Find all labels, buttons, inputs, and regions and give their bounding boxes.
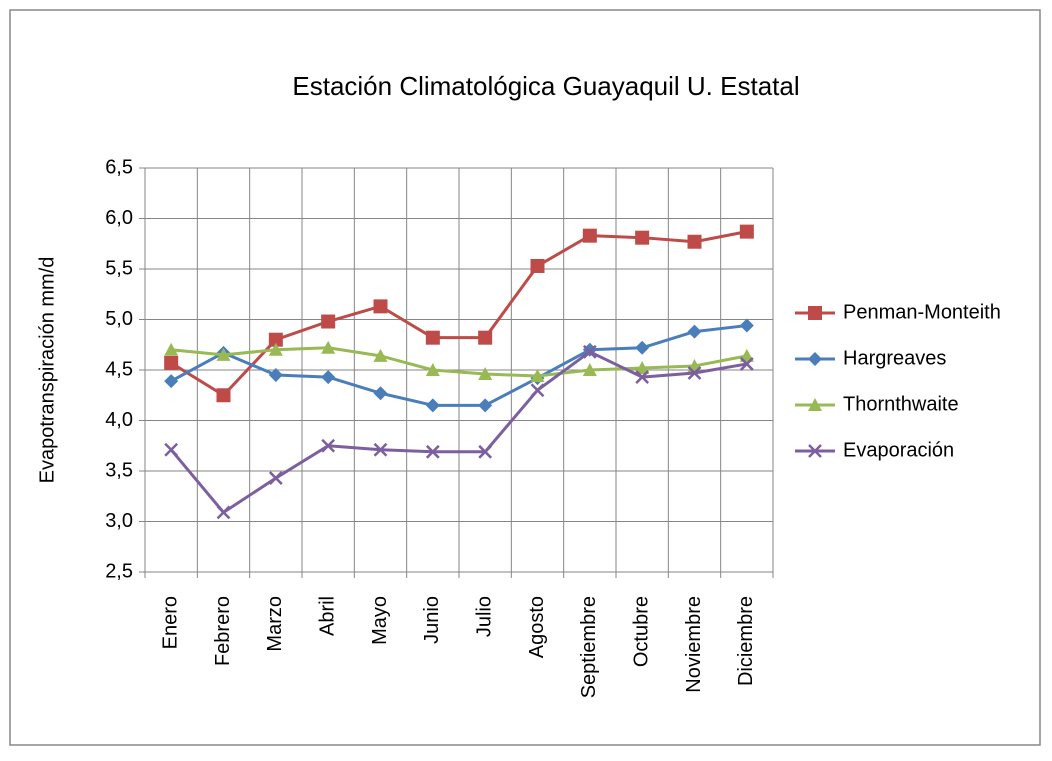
data-point (530, 258, 545, 273)
data-point (478, 367, 493, 381)
y-tick-label: 6,5 (105, 156, 133, 178)
legend-marker (808, 398, 822, 411)
series-line (170, 230, 748, 397)
data-point (216, 388, 231, 403)
y-tick-label: 3,5 (105, 459, 133, 481)
data-point (635, 340, 650, 355)
data-point (739, 357, 754, 371)
data-point (373, 299, 388, 314)
data-point (739, 224, 754, 239)
data-point (216, 347, 231, 361)
data-point (373, 442, 388, 457)
y-tick-label: 4,5 (105, 358, 133, 380)
data-point (164, 355, 179, 370)
chart-title: Estación Climatológica Guayaquil U. Esta… (292, 71, 799, 101)
legend-marker (808, 306, 822, 320)
x-tick-label: Diciembre (735, 596, 757, 686)
data-point (687, 366, 702, 380)
data-point (687, 234, 702, 249)
data-point (478, 398, 493, 413)
series-line (171, 346, 748, 378)
y-axis-label: Evapotranspiración mm/d (36, 257, 58, 484)
x-tick-label: Septiembre (578, 596, 600, 698)
y-tick-label: 3,0 (105, 510, 133, 532)
data-point (582, 228, 597, 243)
legend-label: Thornthwaite (843, 393, 959, 415)
legend-marker (808, 352, 822, 366)
x-tick-label: Agosto (526, 596, 548, 658)
data-point (268, 332, 283, 347)
x-tick-label: Enero (159, 596, 181, 649)
data-point (425, 330, 440, 345)
y-tick-label: 5,5 (105, 257, 133, 279)
data-point (268, 368, 283, 383)
legend-label: Hargreaves (843, 347, 946, 369)
data-point (321, 314, 336, 329)
data-point (268, 342, 283, 356)
legend-label: Evaporación (843, 439, 954, 461)
x-tick-label: Abril (316, 596, 338, 636)
data-point (478, 444, 493, 459)
data-point (739, 348, 754, 362)
y-tick-label: 5,0 (105, 308, 133, 330)
x-tick-label: Mayo (369, 596, 391, 645)
data-point (530, 369, 545, 383)
data-point (530, 383, 545, 398)
legend-marker (808, 444, 822, 458)
data-point (478, 330, 493, 345)
data-point (687, 324, 702, 339)
legend-label: Penman-Monteith (843, 301, 1001, 323)
series-line (170, 350, 748, 514)
data-point (425, 398, 440, 413)
data-point (321, 370, 336, 385)
x-tick-label: Marzo (264, 596, 286, 652)
data-point (635, 360, 650, 374)
x-tick-label: Febrero (212, 596, 234, 666)
chart-border (9, 9, 1041, 746)
x-tick-label: Octubre (630, 596, 652, 667)
data-point (739, 318, 754, 333)
data-point (321, 438, 336, 453)
series-line (170, 324, 748, 407)
data-point (635, 230, 650, 245)
data-point (164, 442, 179, 457)
data-point (373, 348, 388, 362)
data-point (635, 370, 650, 384)
data-point (373, 386, 388, 401)
x-tick-label: Noviembre (683, 596, 705, 693)
data-point (425, 363, 440, 376)
y-tick-label: 6,0 (105, 207, 133, 229)
data-point (425, 444, 440, 459)
data-point (164, 342, 179, 356)
x-tick-label: Julio (473, 596, 495, 637)
data-point (268, 471, 283, 485)
y-tick-label: 4,0 (105, 409, 133, 431)
data-point (582, 344, 597, 359)
data-point (216, 505, 231, 520)
data-point (164, 374, 179, 389)
data-point (321, 340, 336, 354)
x-tick-label: Junio (421, 596, 443, 644)
y-tick-label: 2,5 (105, 560, 133, 582)
data-point (582, 363, 597, 376)
